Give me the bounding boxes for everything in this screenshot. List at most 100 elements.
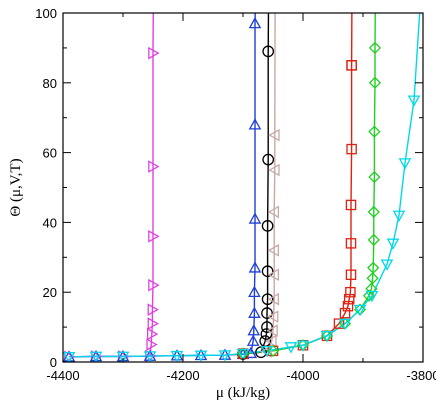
y-tick-label: 60 bbox=[43, 146, 57, 161]
data-point bbox=[268, 163, 280, 177]
data-point bbox=[265, 334, 277, 348]
data-point bbox=[248, 261, 262, 273]
data-point bbox=[248, 285, 261, 298]
y-tick-label: 40 bbox=[43, 215, 57, 230]
series-markers bbox=[62, 16, 421, 364]
y-axis-ticks: 0 20 40 60 80 100 bbox=[35, 6, 423, 370]
data-point bbox=[143, 351, 157, 363]
data-point bbox=[62, 351, 76, 364]
y-tick-label: 20 bbox=[43, 285, 57, 300]
data-point bbox=[148, 46, 160, 60]
data-point bbox=[342, 300, 354, 312]
data-point bbox=[261, 321, 273, 333]
data-point bbox=[116, 351, 130, 363]
data-point bbox=[260, 346, 274, 358]
data-point bbox=[345, 269, 357, 280]
data-point bbox=[362, 289, 376, 302]
data-point bbox=[148, 278, 160, 292]
data-point bbox=[353, 304, 367, 317]
data-point bbox=[262, 45, 275, 58]
data-point bbox=[296, 340, 310, 352]
data-point bbox=[284, 342, 298, 354]
data-point bbox=[262, 153, 275, 166]
y-axis-label: Θ (μ,V,T) bbox=[8, 158, 24, 216]
data-point bbox=[368, 41, 382, 55]
data-point bbox=[248, 306, 261, 318]
data-point bbox=[367, 233, 380, 246]
data-point bbox=[365, 282, 378, 295]
data-point bbox=[248, 16, 262, 29]
series-line bbox=[68, 13, 256, 358]
data-point bbox=[380, 259, 394, 271]
data-point bbox=[267, 205, 280, 219]
data-point bbox=[260, 328, 273, 340]
x-tick-label: -4000 bbox=[286, 368, 319, 383]
data-point bbox=[345, 199, 357, 211]
data-point bbox=[343, 293, 355, 305]
data-point bbox=[268, 128, 280, 142]
data-point bbox=[236, 348, 250, 361]
data-point bbox=[398, 158, 412, 170]
data-point bbox=[255, 346, 267, 359]
data-point bbox=[338, 318, 352, 331]
y-tick-label: 100 bbox=[35, 6, 57, 21]
data-point bbox=[218, 350, 232, 362]
data-point bbox=[89, 351, 103, 363]
data-point bbox=[266, 324, 278, 337]
data-point bbox=[346, 60, 357, 71]
data-point bbox=[386, 238, 400, 250]
y-tick-label: 0 bbox=[50, 355, 57, 370]
data-point bbox=[64, 350, 76, 364]
data-point bbox=[346, 143, 357, 155]
series-lines bbox=[68, 13, 421, 358]
data-point bbox=[148, 160, 160, 173]
plot-frame bbox=[62, 12, 424, 363]
data-point bbox=[368, 76, 382, 89]
data-point bbox=[261, 220, 274, 232]
series-line bbox=[242, 13, 353, 355]
data-point bbox=[367, 261, 380, 274]
series-line bbox=[266, 13, 276, 352]
data-point bbox=[266, 344, 280, 357]
data-point bbox=[392, 210, 406, 222]
data-point bbox=[118, 350, 130, 363]
data-point bbox=[267, 268, 280, 282]
data-point bbox=[261, 265, 274, 278]
data-point bbox=[345, 286, 356, 298]
data-point bbox=[146, 327, 159, 341]
x-tick-label: -4400 bbox=[46, 368, 79, 383]
series-line bbox=[68, 13, 154, 358]
data-point bbox=[267, 244, 280, 257]
series-line bbox=[242, 13, 270, 355]
data-point bbox=[148, 230, 160, 243]
data-point bbox=[320, 331, 334, 343]
data-point bbox=[267, 310, 279, 323]
data-point bbox=[146, 338, 158, 351]
y-tick-label: 80 bbox=[43, 76, 57, 91]
x-axis-label: μ (kJ/kg) bbox=[216, 385, 270, 401]
data-point bbox=[261, 293, 274, 306]
data-point bbox=[248, 118, 262, 130]
series-line bbox=[68, 13, 421, 358]
data-point bbox=[261, 307, 273, 319]
data-point bbox=[247, 324, 261, 336]
data-point bbox=[345, 238, 357, 249]
data-point bbox=[147, 317, 159, 330]
data-point bbox=[246, 334, 260, 346]
data-point bbox=[145, 349, 157, 363]
data-point bbox=[367, 205, 380, 219]
data-point bbox=[368, 170, 381, 184]
data-point bbox=[147, 303, 159, 316]
data-point bbox=[170, 350, 184, 363]
data-point bbox=[368, 125, 381, 138]
data-point bbox=[91, 350, 103, 363]
data-point bbox=[267, 292, 280, 306]
data-point bbox=[194, 350, 208, 362]
data-point bbox=[407, 95, 421, 107]
data-point bbox=[248, 212, 262, 224]
data-point bbox=[365, 290, 379, 303]
data-point bbox=[366, 272, 379, 285]
